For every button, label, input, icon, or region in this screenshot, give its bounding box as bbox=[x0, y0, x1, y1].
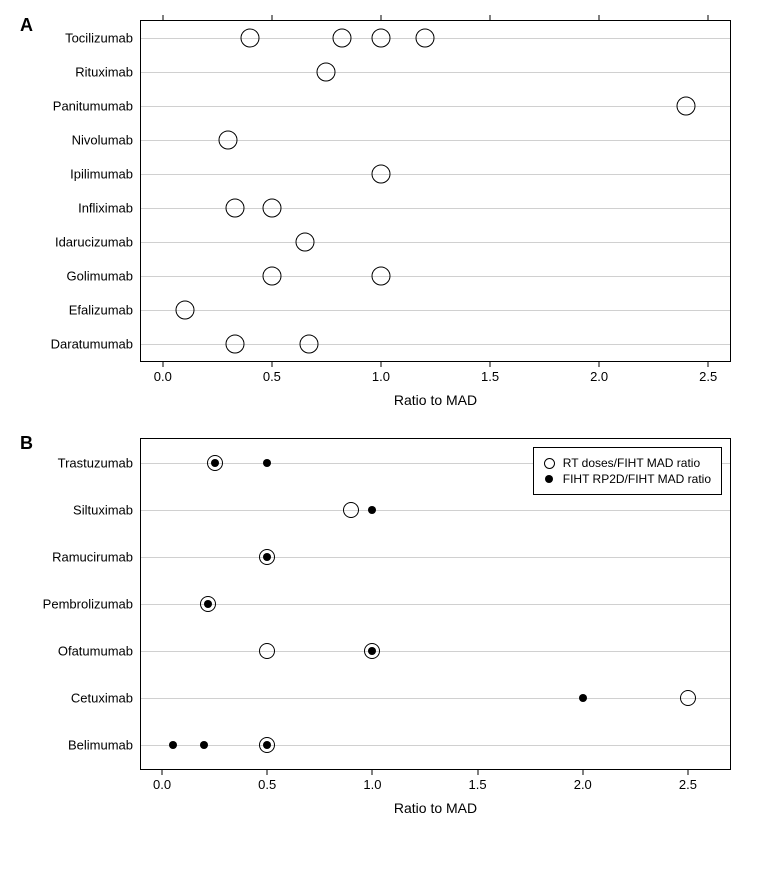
data-point-open bbox=[364, 643, 380, 659]
x-tick-top bbox=[271, 15, 272, 21]
y-tick-label: Panitumumab bbox=[53, 99, 141, 114]
gridline bbox=[141, 276, 730, 277]
data-point-filled bbox=[263, 459, 271, 467]
x-tick-label: 2.0 bbox=[590, 361, 608, 384]
panel-b-plot: TrastuzumabSiltuximabRamucirumabPembroli… bbox=[140, 438, 731, 770]
data-point-open bbox=[680, 690, 696, 706]
gridline bbox=[141, 745, 730, 746]
gridline bbox=[141, 72, 730, 73]
data-point-open bbox=[219, 131, 238, 150]
gridline bbox=[141, 651, 730, 652]
data-point-open bbox=[262, 199, 281, 218]
x-tick-label: 0.5 bbox=[258, 769, 276, 792]
gridline bbox=[141, 310, 730, 311]
x-tick-top bbox=[490, 15, 491, 21]
y-tick-label: Golimumab bbox=[67, 269, 141, 284]
data-point-filled bbox=[200, 741, 208, 749]
x-tick-label: 2.5 bbox=[679, 769, 697, 792]
y-tick-label: Infliximab bbox=[78, 201, 141, 216]
data-point-open bbox=[207, 455, 223, 471]
data-point-open bbox=[259, 643, 275, 659]
legend-label: RT doses/FIHT MAD ratio bbox=[563, 456, 700, 470]
data-point-filled bbox=[368, 506, 376, 514]
x-tick-label: 1.0 bbox=[372, 361, 390, 384]
gridline bbox=[141, 174, 730, 175]
y-tick-label: Daratumumab bbox=[51, 337, 141, 352]
panel-a-label: A bbox=[20, 15, 33, 36]
data-point-open bbox=[415, 29, 434, 48]
data-point-open bbox=[371, 165, 390, 184]
data-point-filled bbox=[579, 694, 587, 702]
data-point-open bbox=[677, 97, 696, 116]
data-point-open bbox=[262, 267, 281, 286]
panel-b-label: B bbox=[20, 433, 33, 454]
y-tick-label: Tocilizumab bbox=[65, 31, 141, 46]
y-tick-label: Trastuzumab bbox=[58, 455, 141, 470]
x-tick-top bbox=[162, 15, 163, 21]
panel-b-xlabel: Ratio to MAD bbox=[140, 800, 731, 816]
data-point-open bbox=[299, 335, 318, 354]
panel-a-plot: TocilizumabRituximabPanitumumabNivolumab… bbox=[140, 20, 731, 362]
data-point-open bbox=[259, 737, 275, 753]
x-tick-label: 2.5 bbox=[699, 361, 717, 384]
data-point-open bbox=[343, 502, 359, 518]
data-point-open bbox=[317, 63, 336, 82]
legend-marker-open-icon bbox=[544, 458, 555, 469]
y-tick-label: Ipilimumab bbox=[70, 167, 141, 182]
gridline bbox=[141, 557, 730, 558]
y-tick-label: Rituximab bbox=[75, 65, 141, 80]
gridline bbox=[141, 106, 730, 107]
panel-b: B TrastuzumabSiltuximabRamucirumabPembro… bbox=[20, 438, 751, 816]
data-point-open bbox=[175, 301, 194, 320]
data-point-open bbox=[200, 596, 216, 612]
data-point-open bbox=[295, 233, 314, 252]
data-point-open bbox=[241, 29, 260, 48]
data-point-open bbox=[225, 199, 244, 218]
gridline bbox=[141, 698, 730, 699]
gridline bbox=[141, 242, 730, 243]
panel-a: A TocilizumabRituximabPanitumumabNivolum… bbox=[20, 20, 751, 408]
gridline bbox=[141, 38, 730, 39]
figure: A TocilizumabRituximabPanitumumabNivolum… bbox=[20, 20, 751, 816]
y-tick-label: Belimumab bbox=[68, 738, 141, 753]
x-tick-label: 2.0 bbox=[574, 769, 592, 792]
data-point-open bbox=[225, 335, 244, 354]
y-tick-label: Siltuximab bbox=[73, 502, 141, 517]
x-tick-label: 1.5 bbox=[469, 769, 487, 792]
y-tick-label: Cetuximab bbox=[71, 691, 141, 706]
gridline bbox=[141, 510, 730, 511]
x-tick-top bbox=[708, 15, 709, 21]
data-point-open bbox=[259, 549, 275, 565]
legend: RT doses/FIHT MAD ratio FIHT RP2D/FIHT MA… bbox=[533, 447, 722, 495]
x-tick-top bbox=[380, 15, 381, 21]
data-point-open bbox=[371, 267, 390, 286]
legend-marker-filled-icon bbox=[545, 475, 553, 483]
x-tick-label: 0.0 bbox=[154, 361, 172, 384]
data-point-filled bbox=[169, 741, 177, 749]
gridline bbox=[141, 604, 730, 605]
x-tick-label: 0.0 bbox=[153, 769, 171, 792]
x-tick-label: 0.5 bbox=[263, 361, 281, 384]
legend-item: RT doses/FIHT MAD ratio bbox=[544, 456, 711, 470]
y-tick-label: Ramucirumab bbox=[52, 549, 141, 564]
panel-a-xlabel: Ratio to MAD bbox=[140, 392, 731, 408]
x-tick-label: 1.5 bbox=[481, 361, 499, 384]
y-tick-label: Efalizumab bbox=[69, 303, 141, 318]
legend-label: FIHT RP2D/FIHT MAD ratio bbox=[563, 472, 711, 486]
y-tick-label: Idarucizumab bbox=[55, 235, 141, 250]
data-point-open bbox=[371, 29, 390, 48]
x-tick-top bbox=[599, 15, 600, 21]
y-tick-label: Ofatumumab bbox=[58, 644, 141, 659]
y-tick-label: Nivolumab bbox=[72, 133, 141, 148]
legend-item: FIHT RP2D/FIHT MAD ratio bbox=[544, 472, 711, 486]
data-point-open bbox=[332, 29, 351, 48]
y-tick-label: Pembrolizumab bbox=[43, 597, 141, 612]
x-tick-label: 1.0 bbox=[363, 769, 381, 792]
